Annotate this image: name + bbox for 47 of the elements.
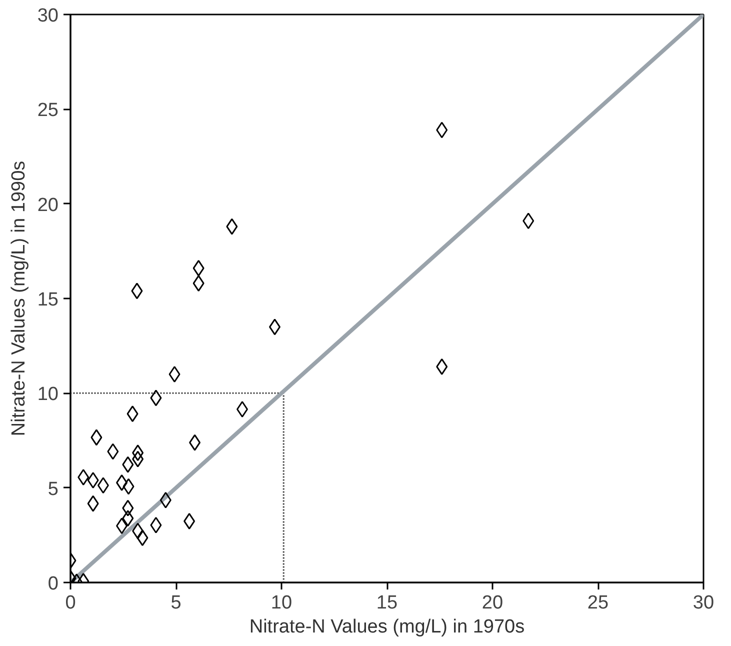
x-tick-label: 25 [587,592,609,614]
y-tick-label: 10 [37,384,59,406]
point [97,477,109,494]
point [192,275,204,292]
point [150,516,162,534]
point [122,478,134,495]
x-tick-label: 10 [270,592,292,614]
x-tick-label: 15 [376,592,398,614]
point [87,495,99,512]
y-tick-label: 5 [48,478,59,500]
point [522,212,534,230]
point [160,492,172,508]
point [122,510,134,527]
point [122,500,134,516]
point [189,434,201,451]
point [184,512,196,530]
y-tick-label: 25 [37,100,59,122]
point [226,218,238,235]
point [116,518,128,534]
point [136,530,148,546]
point [132,522,144,540]
point [107,443,119,460]
y-axis-title: Nitrate-N Values (mg/L) in 1990s [8,160,30,436]
point [436,122,448,138]
point [436,358,448,375]
point [122,456,134,473]
point [192,260,204,276]
point [126,406,138,422]
point [87,472,99,489]
x-tick-label: 30 [692,592,714,614]
point [132,444,144,462]
point [90,429,102,446]
x-axis-title: Nitrate-N Values (mg/L) in 1970s [249,616,525,638]
y-tick-label: 0 [48,574,59,594]
point [168,366,180,382]
point [78,468,90,486]
x-tick-label: 20 [482,592,504,614]
point [116,474,128,491]
point [132,450,144,468]
y-tick-label: 20 [37,194,59,216]
y-tick-label: 30 [37,6,59,26]
x-tick-label: 0 [65,592,76,614]
point [150,390,162,406]
x-tick-label: 5 [170,592,182,614]
point [131,282,143,300]
y-tick-label: 15 [37,290,59,310]
point [236,401,248,418]
